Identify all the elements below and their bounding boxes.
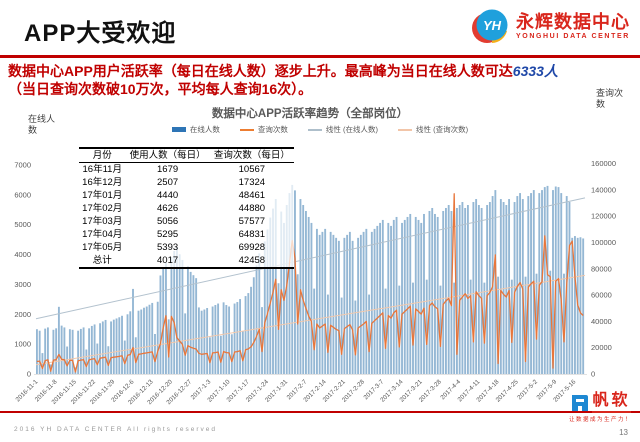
table-cell: 总计 <box>92 255 112 266</box>
headline-line1: 数据中心APP用户活跃率（每日在线人数）逐步上升。最高峰为当日在线人数可达633… <box>8 63 558 79</box>
vendor-logo: 帆软 让数据成为生产力！ <box>569 386 632 423</box>
table-cell: 42458 <box>238 255 266 266</box>
table-cell: 17年01月 <box>82 190 123 201</box>
legend-swatch <box>171 127 186 132</box>
chart-legend: 在线人数 查询次数 线性 (在线人数) 线性 (查询次数) <box>0 124 640 135</box>
table-row: 17年04月 5295 64831 <box>79 228 294 241</box>
right-axis-title: 查询次数 <box>596 88 624 109</box>
table-cell: 4017 <box>157 255 179 266</box>
table-row: 17年01月 4440 48461 <box>79 189 294 202</box>
chart-title: 数据中心APP活跃率趋势（全部岗位） <box>211 108 409 120</box>
right-axis-tick: 60000 <box>591 291 612 300</box>
right-axis-tick: 0 <box>591 370 595 379</box>
left-axis-tick: 1000 <box>14 340 31 349</box>
table-cell: 64831 <box>238 229 266 240</box>
right-axis-tick: 120000 <box>591 212 616 221</box>
table-cell: 44880 <box>238 203 266 214</box>
right-axis-tick: 40000 <box>591 317 612 326</box>
table-cell: 48461 <box>238 190 266 201</box>
vendor-tagline: 让数据成为生产力！ <box>568 417 632 423</box>
table-header: 月份 <box>79 148 126 163</box>
left-axis-tick: 4000 <box>14 250 31 259</box>
table-cell: 5056 <box>157 216 179 227</box>
table-cell: 5393 <box>157 242 179 253</box>
table-cell: 16年11月 <box>82 164 122 175</box>
table-cell: 17年05月 <box>82 242 123 253</box>
legend-item: 在线人数 <box>171 124 220 135</box>
left-axis-tick: 6000 <box>14 190 31 199</box>
table-cell: 17年04月 <box>82 229 123 240</box>
table-cell: 16年12月 <box>82 177 123 188</box>
monthly-summary-table: 月份 使用人数（每日） 查询次数（每日） 16年11月 1679 10567 16年12月… <box>79 147 294 269</box>
table-cell: 17年03月 <box>82 216 123 227</box>
left-axis-tick: 5000 <box>14 220 31 229</box>
left-axis-tick: 3000 <box>14 280 31 289</box>
legend-label: 线性 (在线人数) <box>325 125 378 134</box>
left-axis-title: 在线人数 <box>28 114 56 135</box>
table-cell: 57577 <box>238 216 266 227</box>
table-row: 总计 4017 42458 <box>79 254 294 268</box>
table-cell: 1679 <box>157 164 179 175</box>
legend-swatch <box>398 128 412 131</box>
table-row: 16年11月 1679 10567 <box>79 163 294 177</box>
query-count-line <box>36 193 584 373</box>
table-row: 17年03月 5056 57577 <box>79 215 294 228</box>
page-number: 13 <box>619 428 628 437</box>
headline-line2: （当日查询次数破10万次，平均每人查询16次）。 <box>8 81 313 97</box>
legend-item: 线性 (在线人数) <box>307 124 378 135</box>
right-axis-tick: 160000 <box>591 159 616 168</box>
table-cell: 10567 <box>238 164 266 175</box>
footer-divider <box>0 411 640 413</box>
table-header: 使用人数（每日） <box>125 148 210 163</box>
table-row: 17年05月 5393 69928 <box>79 241 294 254</box>
left-axis-tick: 0 <box>27 370 31 379</box>
table-header: 查询次数（每日） <box>209 148 294 163</box>
right-axis-tick: 100000 <box>591 238 616 247</box>
legend-label: 在线人数 <box>189 125 220 134</box>
legend-swatch <box>307 128 322 131</box>
table-cell: 17年02月 <box>82 203 123 214</box>
legend-label: 线性 (查询次数) <box>416 125 469 134</box>
legend-item: 查询次数 <box>239 124 288 135</box>
left-axis-tick: 2000 <box>14 310 31 319</box>
table-cell: 4626 <box>157 203 179 214</box>
brand-logo: YH 永辉数据中心 YONGHUI DATA CENTER <box>472 7 630 45</box>
fanruan-icon <box>572 395 589 411</box>
table-cell: 69928 <box>238 242 266 253</box>
brand-name: 永辉数据中心 <box>516 11 630 32</box>
page-title: APP大受欢迎 <box>24 20 177 47</box>
table-row: 16年12月 2507 17324 <box>79 176 294 189</box>
table-cell: 4440 <box>157 190 179 201</box>
svg-text:YH: YH <box>483 18 502 33</box>
table-cell: 5295 <box>157 229 179 240</box>
right-axis-tick: 140000 <box>591 185 616 194</box>
header-divider <box>0 55 640 58</box>
yh-badge-icon: YH <box>472 9 508 43</box>
headline-text: 数据中心APP用户活跃率（每日在线人数）逐步上升。最高峰为当日在线人数可达633… <box>8 62 624 98</box>
copyright-text: 2016 YH DATA CENTER All rights reserved <box>14 426 217 433</box>
trend-online-line <box>35 197 586 320</box>
right-axis-tick: 20000 <box>591 343 612 352</box>
table-cell: 17324 <box>238 177 266 188</box>
legend-item: 线性 (查询次数) <box>398 124 468 135</box>
brand-subtitle: YONGHUI DATA CENTER <box>516 32 630 40</box>
legend-label: 查询次数 <box>257 125 288 134</box>
right-axis-tick: 80000 <box>591 264 612 273</box>
headline-highlight: 6333人 <box>512 63 558 79</box>
table-cell: 2507 <box>157 177 179 188</box>
table-row: 17年02月 4626 44880 <box>79 202 294 215</box>
left-axis-tick: 7000 <box>14 161 31 170</box>
vendor-name: 帆软 <box>592 386 631 413</box>
legend-swatch <box>239 128 254 131</box>
